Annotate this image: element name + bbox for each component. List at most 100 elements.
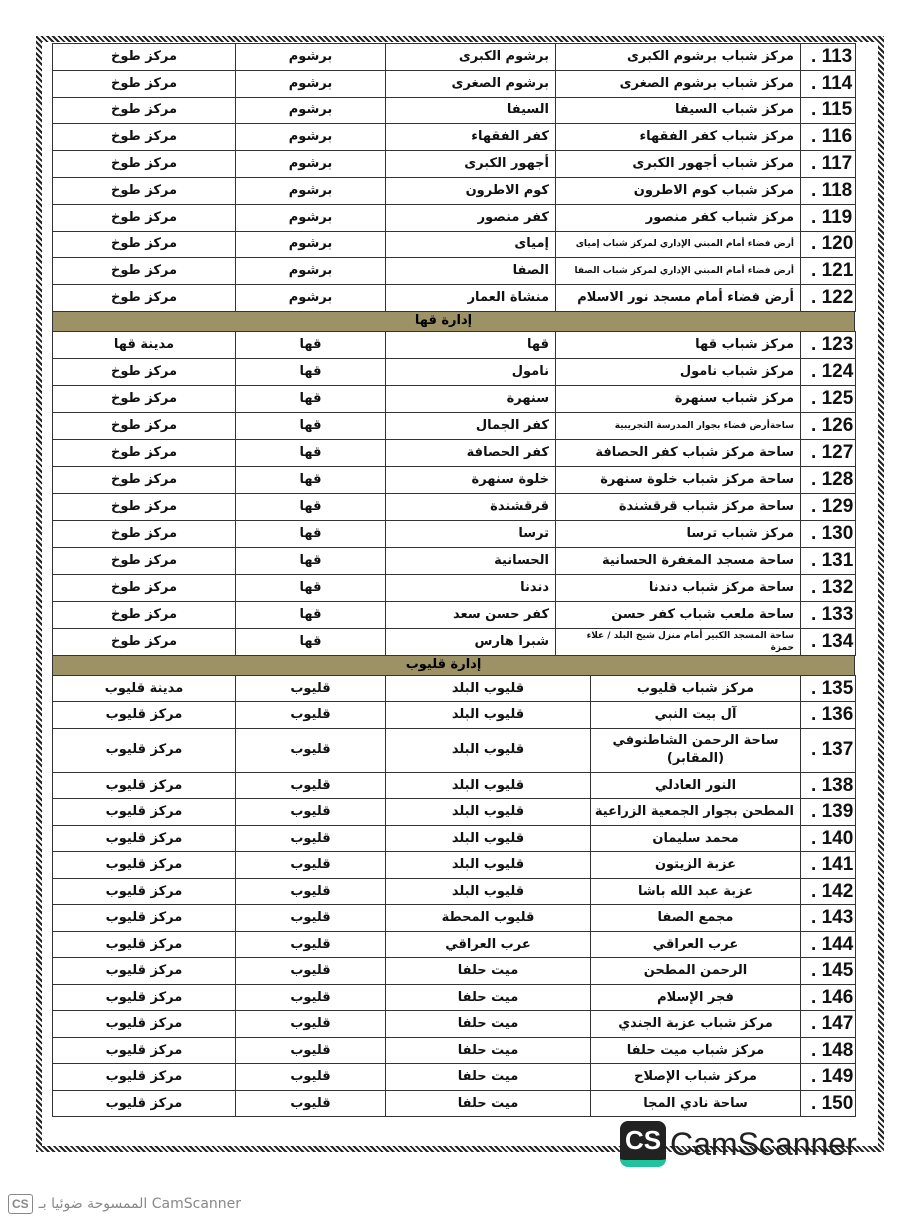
site-name: مركز شباب السيفا bbox=[555, 96, 801, 125]
markaz: مركز طوخ bbox=[52, 546, 236, 575]
site-name: ساحة مركز شباب دندنا bbox=[555, 573, 801, 602]
village: كفر الجمال bbox=[385, 411, 556, 440]
markaz: مركز طوخ bbox=[52, 465, 236, 494]
row-number: . 144 bbox=[800, 930, 856, 959]
row-number-value: 130 bbox=[821, 522, 854, 544]
village: قليوب البلد bbox=[385, 727, 591, 773]
village: أجهور الكبرى bbox=[385, 150, 556, 178]
row-number-value: 122 bbox=[821, 287, 854, 309]
markaz: مركز طوخ bbox=[52, 96, 236, 125]
markaz: مركز قليوب bbox=[52, 727, 236, 773]
row-number-value: 143 bbox=[821, 907, 854, 929]
table-row: مركز طوخ قها كفر حسن سعد ساحة ملعب شباب كفر… bbox=[52, 600, 856, 629]
row-number-value: 150 bbox=[821, 1092, 854, 1114]
table-row: مركز قليوب قليوب قليوب المحطة مجمع الصفا. 1… bbox=[52, 904, 856, 932]
section-header: إدارة قليوب bbox=[52, 655, 855, 676]
unit: برشوم bbox=[235, 176, 386, 205]
unit: قليوب bbox=[235, 1089, 386, 1118]
row-number-value: 148 bbox=[821, 1039, 854, 1061]
unit: برشوم bbox=[235, 69, 386, 98]
village: ميت حلفا bbox=[385, 1010, 591, 1038]
village: السيفا bbox=[385, 96, 556, 125]
markaz: مركز طوخ bbox=[52, 43, 236, 71]
unit: قها bbox=[235, 384, 386, 413]
section-header-label: إدارة قها bbox=[414, 312, 473, 328]
site-name: أرض فضاء أمام المبني الإداري لمركز شباب … bbox=[555, 230, 801, 259]
row-number: . 136 bbox=[800, 701, 856, 729]
table-row: مركز قليوب قليوب قليوب البلد آل بيت النبي. … bbox=[52, 701, 856, 729]
village: منشاة العمار bbox=[385, 284, 556, 312]
site-name: أرض فضاء أمام مسجد نور الاسلام bbox=[555, 284, 801, 312]
row-number-value: 137 bbox=[821, 739, 854, 761]
markaz: مركز طوخ bbox=[52, 257, 236, 286]
footer-text: الممسوحة ضوئيا بـ CamScanner bbox=[38, 1196, 242, 1212]
markaz: مدينة قها bbox=[52, 330, 236, 359]
row-number: . 145 bbox=[800, 957, 856, 985]
site-name: أرض فضاء أمام المبني الإداري لمركز شباب … bbox=[555, 257, 801, 286]
table-row: مركز طوخ قها خلوة سنهرة ساحة مركز شباب خلوة… bbox=[52, 465, 856, 494]
site-name: مركز شباب كفر الفقهاء bbox=[555, 123, 801, 152]
village: برشوم الكبرى bbox=[385, 43, 556, 71]
village: قليوب البلد bbox=[385, 701, 591, 729]
table-row: مركز طوخ برشوم أجهور الكبرى مركز شباب أجهور… bbox=[52, 150, 856, 178]
markaz: مركز طوخ bbox=[52, 230, 236, 259]
row-number: . 119 bbox=[800, 203, 856, 232]
document-table: مركز طوخ برشوم برشوم الكبرى مركز شباب برشوم… bbox=[52, 43, 857, 1168]
site-name: ساحةأرض فضاء بجوار المدرسة التجريبية bbox=[555, 411, 801, 440]
village: قليوب المحطة bbox=[385, 904, 591, 932]
markaz: مركز طوخ bbox=[52, 69, 236, 98]
markaz: مركز طوخ bbox=[52, 519, 236, 548]
village: قها bbox=[385, 330, 556, 359]
table-row: مدينة قليوب قليوب قليوب البلد مركز شباب قلي… bbox=[52, 674, 856, 703]
row-number-value: 147 bbox=[821, 1013, 854, 1035]
village: الحسانية bbox=[385, 546, 556, 575]
row-number-value: 117 bbox=[821, 153, 853, 175]
markaz: مركز قليوب bbox=[52, 983, 236, 1012]
village: ميت حلفا bbox=[385, 1036, 591, 1065]
markaz: مركز قليوب bbox=[52, 957, 236, 985]
row-number: . 122 bbox=[800, 284, 856, 312]
row-number-value: 115 bbox=[821, 99, 853, 121]
site-name: مركز شباب برشوم الصغرى bbox=[555, 69, 801, 98]
table-row: مدينة قها قها قها مركز شباب قها. 123 bbox=[52, 330, 856, 359]
row-number-value: 120 bbox=[821, 233, 854, 255]
unit: برشوم bbox=[235, 284, 386, 312]
row-number-value: 116 bbox=[821, 126, 853, 148]
row-number: . 120 bbox=[800, 230, 856, 259]
table-row: مركز طوخ قها كفر الجمال ساحةأرض فضاء بجوار … bbox=[52, 411, 856, 440]
unit: قليوب bbox=[235, 727, 386, 773]
table-row: مركز طوخ برشوم الصفا أرض فضاء أمام المبني ا… bbox=[52, 257, 856, 286]
row-number-value: 113 bbox=[821, 45, 853, 67]
table-row: مركز طوخ برشوم السيفا مركز شباب السيفا. 115 bbox=[52, 96, 856, 125]
row-number-value: 144 bbox=[821, 933, 854, 955]
row-number: . 129 bbox=[800, 492, 856, 521]
village: شبرا هارس bbox=[385, 627, 556, 656]
village: دندنا bbox=[385, 573, 556, 602]
table-row: مركز قليوب قليوب ميت حلفا مركز شباب ميت حلف… bbox=[52, 1036, 856, 1065]
row-number: . 142 bbox=[800, 877, 856, 906]
row-number-value: 123 bbox=[821, 333, 854, 355]
table-row: مركز طوخ قها شبرا هارس ساحة المسجد الكبير أ… bbox=[52, 627, 856, 656]
site-name: النور العادلي bbox=[590, 771, 801, 800]
site-name: ساحة المسجد الكبير أمام منزل شيخ البلد /… bbox=[555, 627, 801, 656]
site-name: الرحمن المطحن bbox=[590, 957, 801, 985]
row-number: . 130 bbox=[800, 519, 856, 548]
markaz: مركز قليوب bbox=[52, 1063, 236, 1091]
row-number-value: 139 bbox=[821, 801, 854, 823]
markaz: مركز قليوب bbox=[52, 1036, 236, 1065]
row-number-value: 146 bbox=[821, 986, 854, 1008]
village: ميت حلفا bbox=[385, 957, 591, 985]
table-row: مركز قليوب قليوب ميت حلفا فجر الإسلام. 146 bbox=[52, 983, 856, 1012]
unit: قليوب bbox=[235, 957, 386, 985]
village: قليوب البلد bbox=[385, 824, 591, 853]
site-name: فجر الإسلام bbox=[590, 983, 801, 1012]
markaz: مركز قليوب bbox=[52, 701, 236, 729]
unit: قليوب bbox=[235, 1063, 386, 1091]
table-row: مركز طوخ برشوم برشوم الصغرى مركز شباب برشوم… bbox=[52, 69, 856, 98]
row-number-value: 125 bbox=[821, 387, 854, 409]
site-name: مركز شباب سنهرة bbox=[555, 384, 801, 413]
markaz: مركز طوخ bbox=[52, 176, 236, 205]
table-row: مركز قليوب قليوب عرب العراقي عرب العراقي. 1… bbox=[52, 930, 856, 959]
village: كوم الاطرون bbox=[385, 176, 556, 205]
row-number: . 135 bbox=[800, 674, 856, 703]
